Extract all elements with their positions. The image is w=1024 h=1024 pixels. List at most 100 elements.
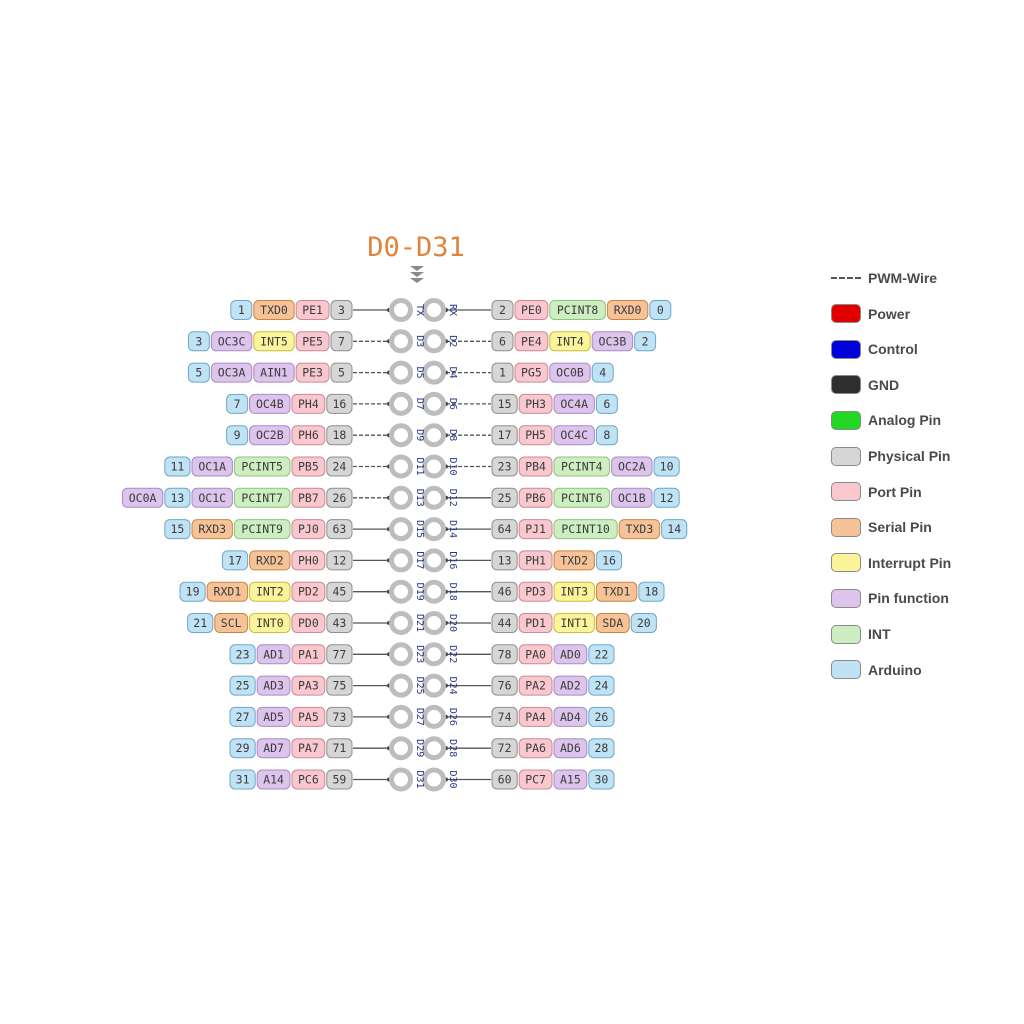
pin-chip-interrupt: INT0 (249, 613, 291, 633)
pin-chip-label: 46 (498, 585, 512, 599)
pin-chip-label: PH6 (298, 428, 319, 442)
legend-item: Analog Pin (831, 410, 941, 430)
pin-chip-port: PD3 (518, 581, 553, 602)
pin-chip-label: PCINT5 (241, 460, 283, 474)
header-pin-label: D25 (414, 677, 425, 695)
pin-chip-label: 6 (499, 334, 506, 348)
pin-chip-label: 0 (657, 303, 664, 317)
pin-chip-label: AIN1 (260, 366, 288, 380)
pin-chip-label: RXD0 (614, 303, 642, 317)
pin-row: 63 PJ0 PCINT9 RXD3 15 64 PJ1 PCINT10 TXD3 14 D15 D1… (164, 517, 688, 542)
pin-chip-serial: SDA (595, 613, 630, 633)
pin-chip-physical: 72 (491, 738, 518, 759)
pin-chip-label: 24 (332, 460, 346, 474)
pin-chip-function: AD6 (553, 738, 588, 759)
pin-chip-serial: TXD0 (253, 300, 295, 320)
legend-item: Physical Pin (831, 446, 950, 466)
header-pin-hole (422, 517, 446, 542)
pin-chip-port: PB6 (518, 487, 553, 508)
pin-chip-physical: 45 (326, 581, 353, 602)
header-pin-hole (389, 360, 413, 385)
pin-chip-label: 74 (498, 710, 512, 724)
pin-chip-serial: RXD2 (249, 550, 291, 571)
pin-chip-physical: 23 (491, 456, 518, 477)
pin-chip-arduino: 31 (229, 769, 256, 790)
pin-chip-label: PA3 (298, 679, 319, 693)
diagram-title: D0-D31 (367, 232, 465, 263)
legend-swatch-control (831, 339, 861, 359)
pin-chip-label: 45 (332, 585, 346, 599)
legend-swatch-gnd (831, 375, 861, 395)
header-pin-hole (389, 767, 413, 792)
pin-chip-function: AD4 (553, 706, 588, 727)
pin-chip-label: 16 (332, 397, 346, 411)
pin-chip-physical: 5 (330, 362, 353, 383)
pin-chip-interrupt: INT3 (553, 581, 595, 602)
pin-chip-label: INT1 (560, 616, 588, 630)
header-pin-hole (389, 704, 413, 729)
pin-chip-label: PCINT6 (561, 491, 603, 505)
pin-chip-physical: 25 (491, 487, 518, 508)
pin-chip-port: PA5 (291, 706, 326, 727)
pin-chip-label: AD3 (263, 679, 284, 693)
pin-chip-physical: 74 (491, 706, 518, 727)
pin-chip-port: PG5 (514, 362, 549, 383)
legend-swatch-arduino (831, 660, 861, 680)
pin-chip-label: 1 (499, 366, 506, 380)
pin-chip-physical: 7 (330, 331, 353, 352)
pin-chip-label: 5 (195, 366, 202, 380)
pin-chip-arduino: 5 (187, 362, 210, 383)
pin-chip-label: 27 (236, 710, 250, 724)
pin-chip-arduino: 11 (164, 456, 191, 477)
pin-chip-label: 64 (498, 522, 512, 536)
pin-chip-port: PH1 (518, 550, 553, 571)
pin-chip-serial: RXD3 (191, 519, 233, 540)
pin-chip-label: 30 (594, 773, 608, 787)
pin-chip-port: PH4 (291, 393, 326, 414)
pin-chip-label: PB7 (298, 491, 319, 505)
pin-chip-int: PCINT4 (553, 456, 611, 477)
pin-chip-arduino: 30 (588, 769, 615, 790)
header-pin-label: D13 (414, 489, 425, 507)
pin-chip-function: AD7 (256, 738, 291, 759)
pin-row: 18 PH6 OC2B 9 17 PH5 OC4C 8 D9 D8 (226, 423, 618, 448)
pin-chip-port: PJ0 (291, 519, 326, 540)
legend-item: Serial Pin (831, 517, 932, 537)
pin-chip-label: 43 (332, 616, 346, 630)
pin-chip-physical: 59 (326, 769, 353, 790)
header-pin-label: D21 (414, 614, 425, 632)
pin-chip-label: A14 (263, 773, 284, 787)
pin-chip-label: SDA (602, 616, 623, 630)
legend-label: Control (868, 341, 918, 358)
pin-chip-physical: 73 (326, 706, 353, 727)
pin-chip-arduino: 16 (595, 550, 623, 571)
pin-chip-label: 6 (603, 397, 610, 411)
pin-chip-label: PH0 (298, 553, 319, 567)
pin-chip-label: 13 (498, 553, 512, 567)
pin-chip-serial: SCL (214, 613, 249, 633)
header-pin-label: D11 (414, 457, 425, 475)
pin-chip-port: PD2 (291, 581, 326, 602)
pin-chip-interrupt: INT1 (553, 613, 595, 633)
pin-chip-label: PE4 (521, 334, 542, 348)
pin-chip-port: PE3 (295, 362, 330, 383)
pin-chip-port: PA2 (518, 675, 553, 696)
pin-chip-label: 23 (236, 647, 250, 661)
pin-chip-label: PD2 (298, 585, 319, 599)
legend-swatch-physical (831, 446, 861, 466)
header-arrows-icon (410, 266, 424, 283)
pin-chip-label: PB6 (525, 491, 546, 505)
pin-chip-label: PCINT9 (241, 522, 283, 536)
pin-chip-port: PE1 (295, 300, 330, 320)
legend-label: Serial Pin (868, 519, 932, 536)
pin-chip-label: PJ1 (525, 522, 546, 536)
pin-chip-function: A15 (553, 769, 588, 790)
pin-chip-arduino: 27 (229, 706, 256, 727)
legend-label: Pin function (868, 590, 949, 607)
header-pin-hole (389, 485, 413, 510)
pin-chip-label: AD2 (560, 679, 581, 693)
pin-chip-arduino: 6 (595, 393, 618, 414)
pin-chip-function: AD1 (256, 644, 291, 665)
pin-chip-label: PA2 (525, 679, 546, 693)
